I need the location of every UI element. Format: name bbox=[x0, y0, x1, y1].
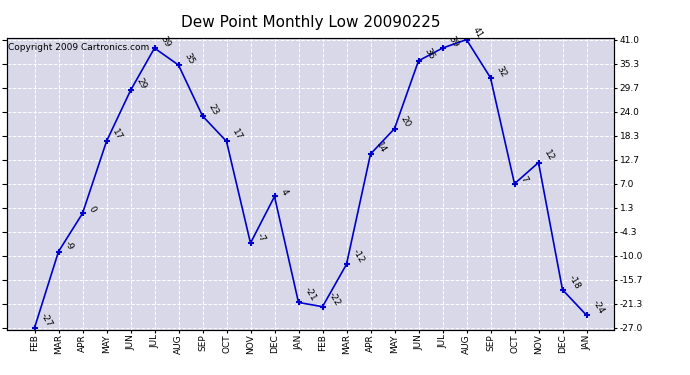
Text: 17: 17 bbox=[230, 128, 244, 142]
Text: 39: 39 bbox=[446, 34, 460, 49]
Text: 35: 35 bbox=[183, 51, 196, 66]
Text: 12: 12 bbox=[542, 149, 556, 163]
Text: -12: -12 bbox=[351, 248, 366, 265]
Text: Copyright 2009 Cartronics.com: Copyright 2009 Cartronics.com bbox=[8, 44, 149, 52]
Text: -7: -7 bbox=[255, 231, 267, 244]
Text: 36: 36 bbox=[423, 47, 436, 62]
Text: 14: 14 bbox=[375, 140, 388, 154]
Text: 17: 17 bbox=[110, 128, 124, 142]
Text: -22: -22 bbox=[326, 290, 342, 307]
Text: 41: 41 bbox=[471, 26, 484, 40]
Text: 29: 29 bbox=[135, 77, 148, 91]
Text: 0: 0 bbox=[87, 204, 97, 214]
Text: -27: -27 bbox=[39, 311, 54, 328]
Text: 20: 20 bbox=[399, 115, 412, 129]
Text: Dew Point Monthly Low 20090225: Dew Point Monthly Low 20090225 bbox=[181, 15, 440, 30]
Text: -21: -21 bbox=[303, 286, 318, 303]
Text: 4: 4 bbox=[279, 188, 289, 197]
Text: 23: 23 bbox=[207, 102, 220, 117]
Text: -9: -9 bbox=[63, 240, 75, 252]
Text: 7: 7 bbox=[519, 175, 529, 184]
Text: 32: 32 bbox=[495, 64, 508, 78]
Text: -24: -24 bbox=[591, 299, 606, 316]
Text: 39: 39 bbox=[159, 34, 172, 49]
Text: -18: -18 bbox=[566, 273, 582, 290]
